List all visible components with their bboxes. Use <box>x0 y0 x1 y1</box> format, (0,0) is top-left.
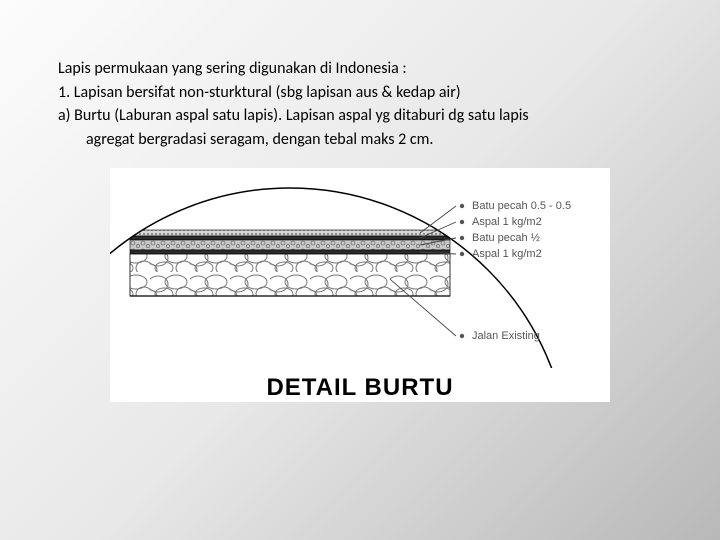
text-line-3a: a) Burtu (Laburan aspal satu lapis). Lap… <box>58 105 662 127</box>
text-line-1: Lapis permukaan yang sering digunakan di… <box>58 58 662 80</box>
text-line-3b: agregat bergradasi seragam, dengan tebal… <box>58 129 662 151</box>
text-line-2: 1. Lapisan bersifat non-sturktural (sbg … <box>58 82 662 104</box>
svg-text:Aspal 1 kg/m2: Aspal 1 kg/m2 <box>472 248 542 260</box>
figure-title: DETAIL BURTU <box>110 374 610 402</box>
svg-text:Batu pecah 0.5 - 0.5: Batu pecah 0.5 - 0.5 <box>472 200 571 212</box>
svg-text:Aspal 1 kg/m2: Aspal 1 kg/m2 <box>472 216 542 228</box>
diagram-svg: Batu pecah 0.5 - 0.5 Aspal 1 kg/m2 Batu pe… <box>110 168 610 368</box>
svg-text:Jalan Existing: Jalan Existing <box>472 330 540 342</box>
slide: Lapis permukaan yang sering digunakan di… <box>0 0 720 402</box>
figure: Batu pecah 0.5 - 0.5 Aspal 1 kg/m2 Batu pe… <box>110 168 610 402</box>
body-text: Lapis permukaan yang sering digunakan di… <box>58 58 662 150</box>
svg-text:Batu pecah ½: Batu pecah ½ <box>472 232 540 244</box>
